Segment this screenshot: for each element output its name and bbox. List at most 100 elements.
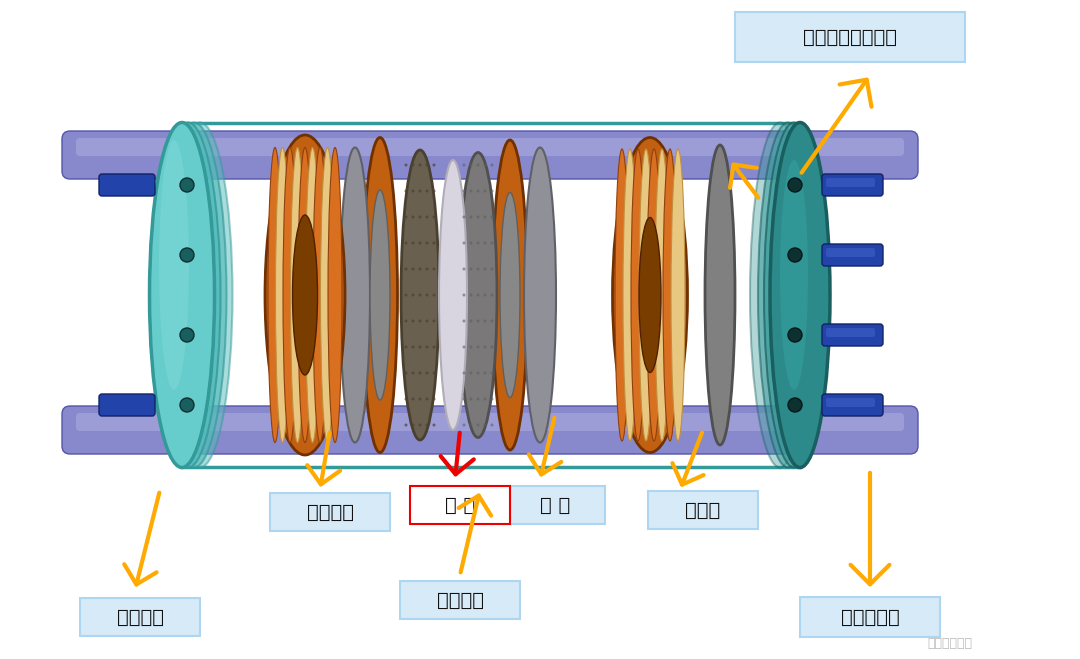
- Ellipse shape: [432, 397, 435, 401]
- Ellipse shape: [419, 293, 421, 297]
- Ellipse shape: [298, 148, 312, 442]
- Ellipse shape: [411, 320, 415, 322]
- Ellipse shape: [432, 424, 435, 426]
- Ellipse shape: [419, 397, 421, 401]
- Ellipse shape: [432, 215, 435, 219]
- Text: 坚固螺杆: 坚固螺杆: [117, 608, 163, 627]
- Ellipse shape: [405, 293, 407, 297]
- Ellipse shape: [462, 163, 465, 167]
- Ellipse shape: [321, 148, 335, 442]
- Ellipse shape: [426, 345, 429, 349]
- Ellipse shape: [671, 149, 685, 441]
- Ellipse shape: [432, 190, 435, 192]
- Ellipse shape: [788, 248, 802, 262]
- Ellipse shape: [462, 190, 465, 192]
- Ellipse shape: [470, 320, 473, 322]
- Ellipse shape: [639, 217, 661, 372]
- FancyBboxPatch shape: [410, 486, 510, 524]
- Ellipse shape: [419, 215, 421, 219]
- Ellipse shape: [411, 163, 415, 167]
- FancyBboxPatch shape: [822, 174, 883, 196]
- Ellipse shape: [490, 268, 494, 270]
- FancyBboxPatch shape: [735, 12, 966, 62]
- Ellipse shape: [370, 190, 390, 400]
- Ellipse shape: [419, 372, 421, 374]
- Ellipse shape: [432, 293, 435, 297]
- Ellipse shape: [470, 190, 473, 192]
- Ellipse shape: [426, 215, 429, 219]
- Ellipse shape: [459, 152, 497, 438]
- Ellipse shape: [149, 123, 215, 467]
- Ellipse shape: [490, 293, 494, 297]
- Ellipse shape: [705, 145, 735, 445]
- Ellipse shape: [426, 424, 429, 426]
- Ellipse shape: [484, 293, 486, 297]
- Ellipse shape: [500, 192, 519, 397]
- Ellipse shape: [438, 160, 467, 430]
- Ellipse shape: [462, 215, 465, 219]
- Ellipse shape: [524, 148, 556, 442]
- Ellipse shape: [476, 293, 480, 297]
- Ellipse shape: [419, 424, 421, 426]
- Text: 阴极电极: 阴极电极: [307, 503, 353, 521]
- Ellipse shape: [432, 372, 435, 374]
- Ellipse shape: [470, 293, 473, 297]
- Ellipse shape: [426, 190, 429, 192]
- Ellipse shape: [411, 372, 415, 374]
- FancyBboxPatch shape: [400, 581, 519, 619]
- Ellipse shape: [419, 268, 421, 270]
- Ellipse shape: [265, 135, 345, 455]
- Ellipse shape: [419, 190, 421, 192]
- Ellipse shape: [484, 190, 486, 192]
- Ellipse shape: [411, 345, 415, 349]
- Ellipse shape: [162, 123, 227, 467]
- Ellipse shape: [462, 372, 465, 374]
- Ellipse shape: [340, 148, 370, 442]
- FancyBboxPatch shape: [80, 598, 200, 636]
- Ellipse shape: [484, 268, 486, 270]
- Ellipse shape: [462, 241, 465, 244]
- FancyBboxPatch shape: [270, 493, 390, 531]
- Ellipse shape: [405, 397, 407, 401]
- Text: 电解液、气体出口: 电解液、气体出口: [804, 28, 897, 47]
- Text: 阳极电极: 阳极电极: [436, 590, 484, 610]
- Ellipse shape: [411, 424, 415, 426]
- Ellipse shape: [411, 293, 415, 297]
- FancyBboxPatch shape: [62, 406, 918, 454]
- Ellipse shape: [432, 268, 435, 270]
- FancyBboxPatch shape: [826, 178, 875, 187]
- Ellipse shape: [484, 397, 486, 401]
- Ellipse shape: [654, 149, 669, 441]
- FancyBboxPatch shape: [76, 413, 904, 431]
- Ellipse shape: [490, 241, 494, 244]
- Ellipse shape: [484, 320, 486, 322]
- Ellipse shape: [476, 320, 480, 322]
- Ellipse shape: [470, 268, 473, 270]
- Ellipse shape: [623, 149, 637, 441]
- Ellipse shape: [490, 215, 494, 219]
- Ellipse shape: [411, 397, 415, 401]
- Ellipse shape: [426, 397, 429, 401]
- Ellipse shape: [476, 345, 480, 349]
- Ellipse shape: [405, 268, 407, 270]
- Ellipse shape: [663, 149, 677, 441]
- FancyBboxPatch shape: [822, 244, 883, 266]
- Ellipse shape: [462, 424, 465, 426]
- Ellipse shape: [615, 149, 629, 441]
- Ellipse shape: [476, 163, 480, 167]
- Ellipse shape: [432, 345, 435, 349]
- Ellipse shape: [432, 320, 435, 322]
- Ellipse shape: [426, 268, 429, 270]
- Text: 双极板: 双极板: [686, 500, 720, 519]
- FancyBboxPatch shape: [648, 491, 758, 529]
- Ellipse shape: [484, 241, 486, 244]
- Ellipse shape: [462, 397, 465, 401]
- Ellipse shape: [426, 241, 429, 244]
- Ellipse shape: [770, 123, 831, 467]
- Ellipse shape: [405, 372, 407, 374]
- Ellipse shape: [180, 248, 194, 262]
- Ellipse shape: [419, 320, 421, 322]
- Ellipse shape: [631, 149, 645, 441]
- Text: 隔 膜: 隔 膜: [445, 496, 475, 515]
- Ellipse shape: [476, 268, 480, 270]
